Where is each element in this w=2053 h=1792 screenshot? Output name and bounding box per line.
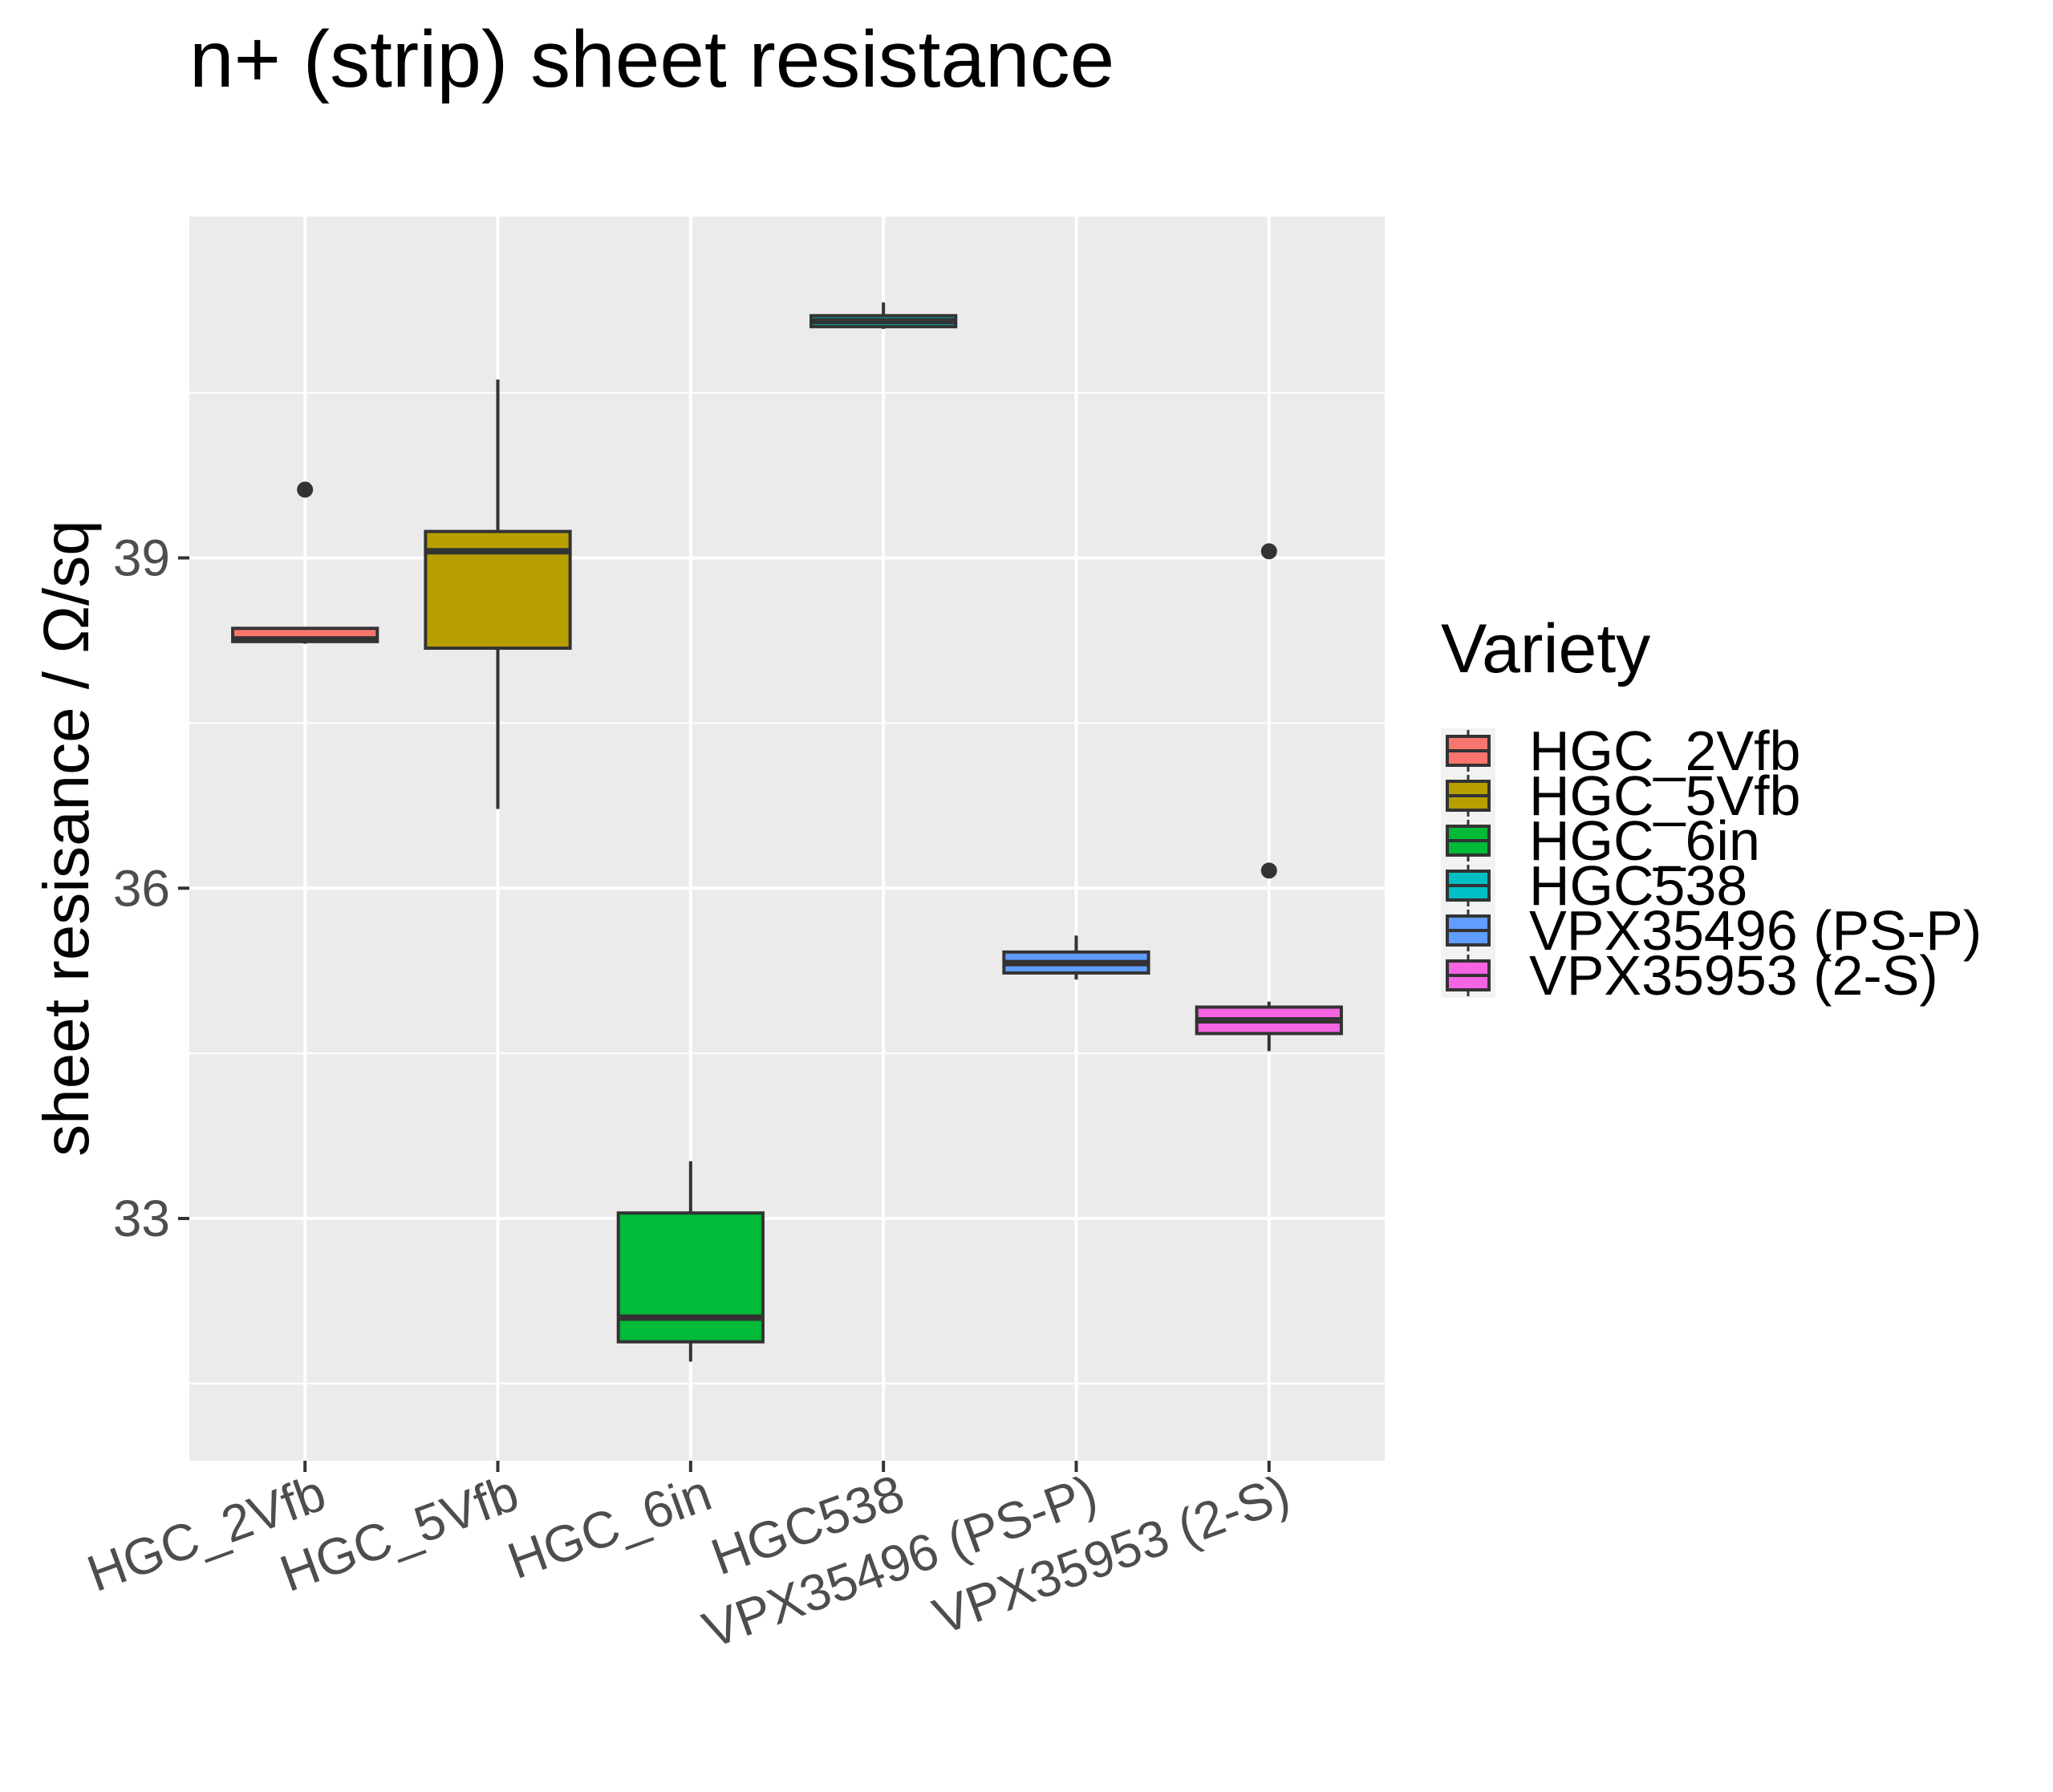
y-axis-title: sheet resisance / Ω/sq — [30, 520, 102, 1157]
box-HGC538 — [809, 302, 958, 330]
box-HGC_5Vfb — [424, 379, 572, 809]
legend-item: HGC538 — [1441, 854, 1747, 917]
boxplot-series — [231, 302, 1343, 1362]
y-tick-label: 39 — [113, 529, 170, 586]
legend-label: VPX35953 (2-S) — [1529, 944, 1938, 1007]
outlier-point — [297, 481, 314, 498]
legend-item: VPX35953 (2-S) — [1441, 944, 1938, 1007]
legend-label: HGC_2Vfb — [1529, 720, 1800, 782]
legend: Variety HGC_2VfbHGC_5VfbHGC_6inHGC538VPX… — [1441, 610, 1982, 1007]
y-tick-label: 33 — [113, 1190, 170, 1247]
plot-panel — [189, 217, 1385, 1461]
outlier-point — [1260, 862, 1277, 879]
box-HGC_6in — [616, 1161, 765, 1362]
legend-label: HGC_5Vfb — [1529, 764, 1800, 827]
legend-label: HGC_6in — [1529, 809, 1760, 872]
y-axis-ticks: 33 36 39 — [113, 529, 189, 1247]
legend-label: VPX35496 (PS-P) — [1529, 899, 1982, 962]
legend-item: HGC_6in — [1441, 809, 1760, 872]
legend-title: Variety — [1441, 610, 1650, 687]
box-HGC_2Vfb — [231, 481, 379, 644]
box-iqr — [616, 1211, 765, 1344]
box-VPX35496 (PS-P) — [1002, 935, 1150, 980]
legend-item: VPX35496 (PS-P) — [1441, 899, 1982, 962]
minor-gridlines — [189, 391, 1385, 1385]
legend-item: HGC_5Vfb — [1441, 764, 1800, 827]
x-tick-label: HGC_6in — [501, 1463, 719, 1590]
box-VPX35953 (2-S) — [1195, 543, 1343, 1052]
y-tick-label: 36 — [113, 859, 170, 917]
chart-title: n+ (strip) sheet resistance — [189, 14, 1114, 104]
legend-item: HGC_2Vfb — [1441, 720, 1800, 782]
outlier-point — [1260, 543, 1277, 560]
legend-label: HGC538 — [1529, 854, 1747, 917]
